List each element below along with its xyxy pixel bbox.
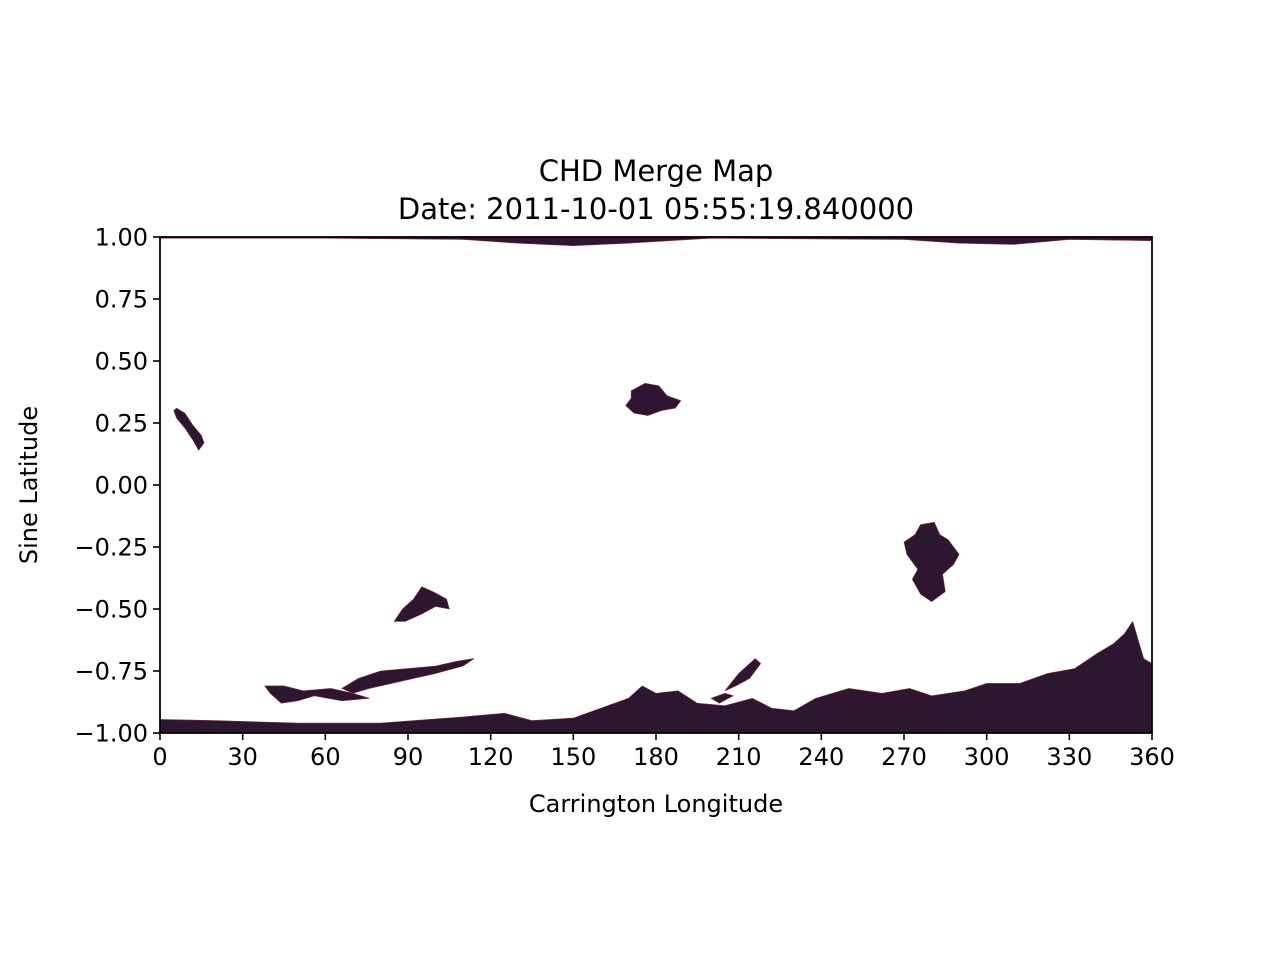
y-tick-label: −0.75 — [74, 658, 148, 686]
coronal-hole-region-1 — [159, 236, 1153, 247]
x-tick-label: 60 — [310, 743, 341, 771]
chart-title: CHD Merge Map — [539, 154, 774, 188]
y-tick-label: −0.50 — [74, 596, 148, 624]
coronal-hole-region-5 — [393, 586, 450, 622]
y-tick-label: 0.50 — [95, 348, 148, 376]
x-tick-label: 270 — [881, 743, 927, 771]
y-tick-label: 0.75 — [95, 286, 148, 314]
coronal-hole-region-8 — [724, 658, 762, 692]
y-tick-label: 0.00 — [95, 472, 148, 500]
coronal-hole-region-10 — [159, 620, 1153, 734]
x-tick-label: 120 — [468, 743, 514, 771]
x-tick-label: 330 — [1046, 743, 1092, 771]
x-tick-label: 360 — [1129, 743, 1175, 771]
x-tick-label: 0 — [152, 743, 167, 771]
coronal-hole-region-6 — [341, 658, 475, 694]
coronal-hole-region-9 — [710, 692, 734, 704]
x-tick-label: 150 — [550, 743, 596, 771]
y-tick-label: 0.25 — [95, 410, 148, 438]
x-axis-label: Carrington Longitude — [529, 790, 783, 818]
x-tick-label: 90 — [393, 743, 424, 771]
y-tick-label: 1.00 — [95, 224, 148, 252]
x-tick-label: 240 — [798, 743, 844, 771]
x-tick-label: 300 — [964, 743, 1010, 771]
x-tick-label: 210 — [716, 743, 762, 771]
coronal-hole-region-2 — [173, 407, 205, 451]
y-axis-ticks: 1.00 0.75 0.50 0.25 0.00 −0.25 −0.50 −0.75 −1.00 — [74, 224, 160, 748]
coronal-hole-region-3 — [625, 382, 682, 416]
y-axis-label: Sine Latitude — [15, 406, 43, 564]
y-tick-label: −0.25 — [74, 534, 148, 562]
x-axis-ticks: 0 30 60 90 120 150 180 210 240 270 300 330 360 — [152, 733, 1175, 771]
y-tick-label: −1.00 — [74, 720, 148, 748]
coronal-hole-region-4 — [903, 521, 960, 602]
chart-subtitle: Date: 2011-10-01 05:55:19.840000 — [398, 192, 914, 226]
plot-frame — [159, 236, 1153, 734]
plot-area — [159, 236, 1153, 734]
coronal-hole-region-7 — [264, 685, 370, 704]
x-tick-label: 180 — [633, 743, 679, 771]
x-tick-label: 30 — [227, 743, 258, 771]
